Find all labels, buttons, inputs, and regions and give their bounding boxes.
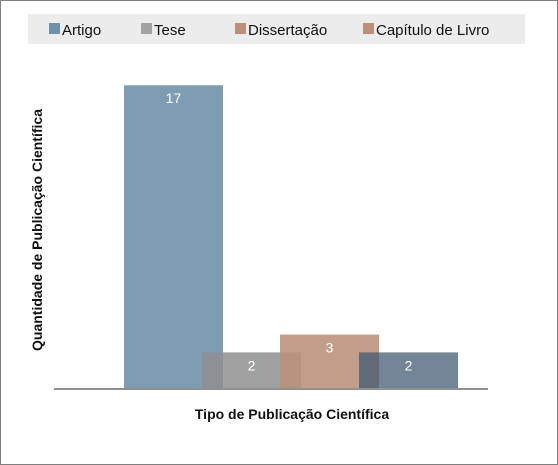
legend xyxy=(28,14,525,44)
data-label-tese: 2 xyxy=(248,357,256,373)
bars: 17 2 3 2 xyxy=(124,85,458,388)
y-axis-title: Quantidade de Publicação Científica xyxy=(29,109,45,351)
legend-label-dissertacao: Dissertação xyxy=(248,22,327,39)
legend-swatch-artigo xyxy=(49,23,60,34)
bar-capitulo-de-livro xyxy=(359,352,458,388)
legend-label-capitulo-de-livro: Capítulo de Livro xyxy=(376,22,489,39)
legend-entries: Artigo Tese Dissertação Capítulo de Livro xyxy=(49,22,489,39)
legend-swatch-capitulo-de-livro xyxy=(363,23,374,34)
legend-swatch-tese xyxy=(141,23,152,34)
data-label-capitulo-de-livro: 2 xyxy=(405,357,413,373)
x-axis-title: Tipo de Publicação Científica xyxy=(195,406,389,422)
legend-swatch-dissertacao xyxy=(235,23,246,34)
bar-artigo xyxy=(124,85,223,388)
data-label-artigo: 17 xyxy=(166,90,182,106)
legend-label-artigo: Artigo xyxy=(62,22,101,39)
data-label-dissertacao: 3 xyxy=(326,340,334,356)
legend-label-tese: Tese xyxy=(154,22,186,39)
